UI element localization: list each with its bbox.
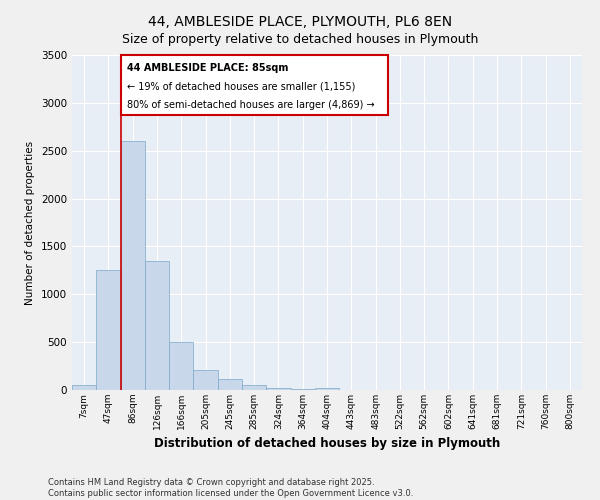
Bar bbox=[242, 385, 266, 390]
Bar bbox=[169, 342, 193, 390]
Bar bbox=[145, 261, 169, 390]
Text: Contains HM Land Registry data © Crown copyright and database right 2025.
Contai: Contains HM Land Registry data © Crown c… bbox=[48, 478, 413, 498]
Text: ← 19% of detached houses are smaller (1,155): ← 19% of detached houses are smaller (1,… bbox=[127, 82, 355, 92]
Bar bbox=[218, 379, 242, 390]
Bar bbox=[96, 270, 121, 390]
Bar bbox=[315, 388, 339, 390]
X-axis label: Distribution of detached houses by size in Plymouth: Distribution of detached houses by size … bbox=[154, 438, 500, 450]
Text: Size of property relative to detached houses in Plymouth: Size of property relative to detached ho… bbox=[122, 32, 478, 46]
Bar bbox=[121, 141, 145, 390]
Bar bbox=[72, 385, 96, 390]
Text: 44 AMBLESIDE PLACE: 85sqm: 44 AMBLESIDE PLACE: 85sqm bbox=[127, 62, 288, 72]
Bar bbox=[266, 388, 290, 390]
Bar bbox=[290, 389, 315, 390]
FancyBboxPatch shape bbox=[121, 55, 388, 116]
Text: 80% of semi-detached houses are larger (4,869) →: 80% of semi-detached houses are larger (… bbox=[127, 100, 374, 110]
Y-axis label: Number of detached properties: Number of detached properties bbox=[25, 140, 35, 304]
Text: 44, AMBLESIDE PLACE, PLYMOUTH, PL6 8EN: 44, AMBLESIDE PLACE, PLYMOUTH, PL6 8EN bbox=[148, 15, 452, 29]
Bar bbox=[193, 370, 218, 390]
